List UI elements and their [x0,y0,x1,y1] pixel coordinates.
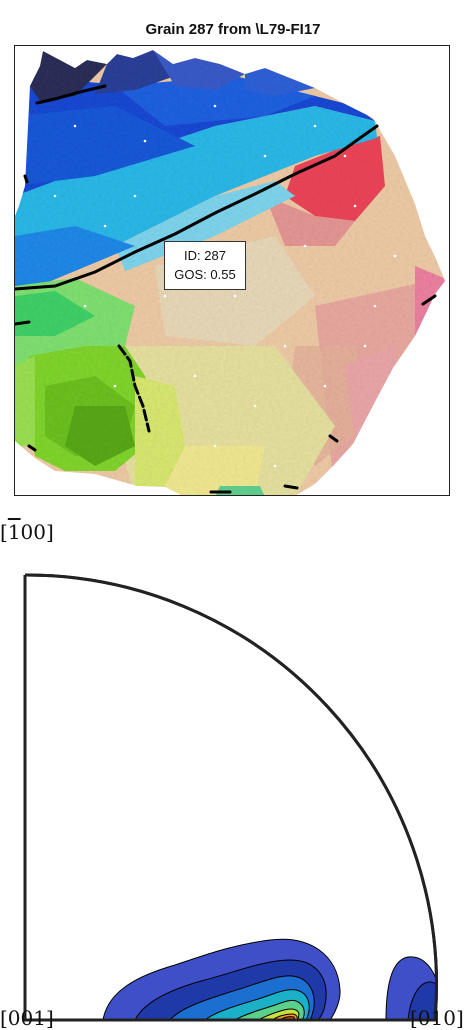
boundary-lower-left [27,444,37,452]
boundary-top [35,84,107,105]
orientation-density-contours [102,938,437,1021]
pole-label-bottom-left: [001] [0,1006,54,1030]
boundary-left-edge [23,174,29,184]
pole-figure-outline [23,573,438,1022]
figure-title: Grain 287 from \L79-FI17 [145,21,321,38]
grain-info-label: ID: 287 GOS: 0.55 [164,241,246,290]
speckle-dots [53,104,397,468]
boundary-main [15,124,379,291]
boundary-left [15,320,31,326]
grain-id-text: ID: 287 [184,248,226,263]
pole-label-top: [100] [0,520,54,544]
grain-gos-text: GOS: 0.55 [174,267,236,282]
pole-label-bottom-right: [010] [410,1006,464,1030]
boundary-right [328,434,339,443]
pole-figure [23,573,438,1022]
grain-boundaries [15,84,437,494]
boundary-bottom-right [283,484,299,490]
boundary-edge-right [421,294,437,306]
boundary-green [117,344,151,433]
